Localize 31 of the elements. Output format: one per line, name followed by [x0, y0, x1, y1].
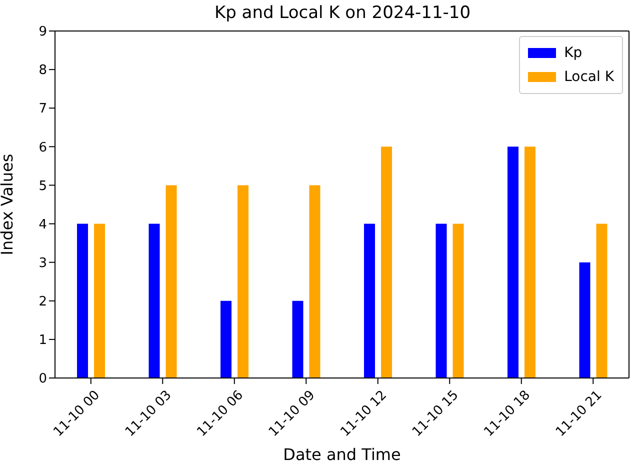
bar — [452, 224, 464, 378]
bar — [364, 224, 375, 378]
y-axis-title: Index Values — [0, 154, 17, 256]
bar — [94, 224, 105, 378]
bar — [166, 185, 177, 378]
y-tick-label: 0 — [38, 372, 47, 387]
bar — [381, 146, 392, 378]
bar — [220, 300, 232, 378]
y-tick-label: 5 — [38, 178, 47, 194]
y-tick-label: 6 — [38, 140, 47, 156]
bar — [77, 224, 88, 378]
bar — [309, 185, 320, 378]
y-tick-label: 1 — [38, 333, 47, 348]
bar — [596, 224, 608, 378]
bar — [579, 262, 590, 378]
bar — [148, 224, 160, 378]
bar — [508, 146, 518, 378]
bar — [238, 185, 248, 378]
x-axis-title: Date and Time — [283, 445, 401, 464]
bar — [524, 146, 536, 378]
y-tick-label: 4 — [38, 217, 47, 232]
bar — [292, 300, 304, 378]
legend-label: Local K — [564, 69, 614, 85]
y-tick-label: 9 — [38, 24, 47, 40]
y-tick-label: 7 — [38, 102, 47, 117]
legend-label: Kp — [564, 45, 582, 61]
chart-title: Kp and Local K on 2024-11-10 — [213, 3, 472, 23]
y-tick-label: 2 — [38, 294, 47, 310]
y-tick-label: 3 — [38, 256, 47, 271]
y-tick-label: 8 — [38, 63, 47, 78]
bar — [436, 224, 447, 378]
